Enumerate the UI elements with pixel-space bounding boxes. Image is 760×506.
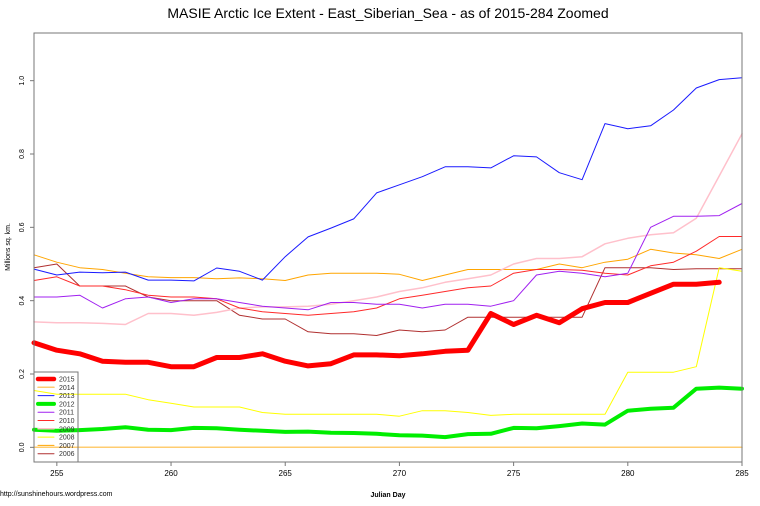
x-tick-label: 265 xyxy=(279,469,293,478)
chart-title: MASIE Arctic Ice Extent - East_Siberian_… xyxy=(167,5,608,21)
legend-label-2009: 2009 xyxy=(59,426,75,433)
x-axis-label: Julian Day xyxy=(370,492,405,499)
x-tick-label: 280 xyxy=(621,469,635,478)
axes-layer: 255 260 265 270 275 280 285 0.0 0.2 0.4 0.6 0.8 1.0 xyxy=(19,76,749,478)
series-line-2009 xyxy=(33,133,743,326)
y-tick-label: 1.0 xyxy=(19,76,26,86)
legend-label-2015: 2015 xyxy=(59,377,75,384)
y-tick-label: 0.4 xyxy=(19,296,26,306)
legend-label-2006: 2006 xyxy=(59,451,75,458)
legend-label-2010: 2010 xyxy=(59,418,75,425)
y-tick-label: 0.0 xyxy=(19,442,26,452)
plot-frame xyxy=(33,32,743,463)
legend-label-2011: 2011 xyxy=(59,410,74,417)
y-tick-label: 0.2 xyxy=(19,369,26,379)
legend-box xyxy=(33,371,79,463)
y-axis-label: Millions sq. km. xyxy=(5,223,12,271)
x-tick-label: 270 xyxy=(393,469,407,478)
x-tick-label: 275 xyxy=(507,469,521,478)
legend-label-2012: 2012 xyxy=(59,401,75,408)
source-url[interactable]: http://sunshinehours.wordpress.com xyxy=(0,491,113,498)
y-tick-label: 0.6 xyxy=(19,222,26,232)
series-line-2007 xyxy=(33,248,743,281)
series-line-2015 xyxy=(31,279,722,370)
x-tick-label: 285 xyxy=(735,469,749,478)
series-line-2011 xyxy=(33,203,743,311)
x-tick-label: 260 xyxy=(164,469,178,478)
series-layer xyxy=(31,77,744,449)
series-line-2013 xyxy=(33,77,743,282)
legend-label-2007: 2007 xyxy=(59,443,75,450)
series-line-2012 xyxy=(32,385,744,440)
legend-label-2014: 2014 xyxy=(59,385,75,392)
series-line-2010 xyxy=(33,236,743,316)
legend-label-2008: 2008 xyxy=(59,435,75,442)
legend-label-2013: 2013 xyxy=(59,393,75,400)
series-line-2008 xyxy=(33,267,743,417)
y-tick-label: 0.8 xyxy=(19,149,26,159)
x-tick-label: 255 xyxy=(50,469,64,478)
